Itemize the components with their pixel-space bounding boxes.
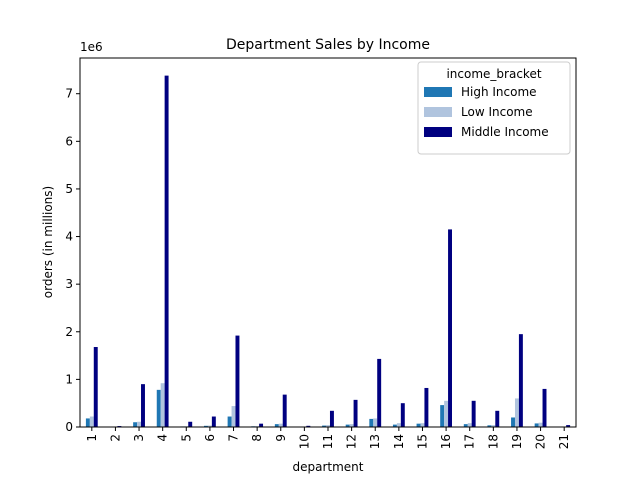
legend-label: Low Income <box>461 105 533 119</box>
y-axis-label: orders (in millions) <box>41 186 55 298</box>
x-tick-label: 3 <box>132 434 146 442</box>
y-tick-label: 6 <box>65 134 73 148</box>
bar-dept-10-middle-income <box>306 425 311 427</box>
bar-dept-6-high-income <box>204 425 208 427</box>
bar-dept-17-middle-income <box>471 400 476 427</box>
bar-dept-17-high-income <box>463 424 468 427</box>
bar-dept-7-high-income <box>227 416 232 427</box>
x-tick-label: 15 <box>415 434 429 449</box>
bar-dept-12-middle-income <box>353 399 358 427</box>
bars-group <box>85 75 571 428</box>
legend-title: income_bracket <box>446 67 541 81</box>
bar-dept-15-low-income <box>420 423 425 427</box>
bar-dept-7-middle-income <box>235 335 240 427</box>
bar-dept-11-low-income <box>326 425 330 427</box>
y-tick-label: 1 <box>65 372 73 386</box>
legend-swatch <box>424 87 452 97</box>
legend-swatch <box>424 107 452 117</box>
x-tick-label: 19 <box>510 434 524 449</box>
x-tick-label: 14 <box>392 434 406 449</box>
bar-dept-9-high-income <box>274 424 279 427</box>
bar-dept-16-low-income <box>444 400 449 427</box>
bar-dept-11-middle-income <box>329 410 334 427</box>
legend-label: Middle Income <box>461 125 549 139</box>
bar-dept-20-low-income <box>538 422 543 427</box>
x-tick-label: 4 <box>156 434 170 442</box>
x-tick-label: 10 <box>297 434 311 449</box>
x-tick-label: 18 <box>486 434 500 449</box>
bar-dept-16-middle-income <box>448 229 452 427</box>
y-tick-label: 5 <box>65 182 73 196</box>
bar-dept-14-middle-income <box>400 403 405 427</box>
x-ticks-group: 1 2 3 4 5 6 7 8 9 10 11 12 13 14 15 16 17 18 19 20 21 <box>85 427 571 449</box>
bar-dept-14-high-income <box>392 424 397 427</box>
legend-label: High Income <box>461 85 537 99</box>
bar-dept-16-high-income <box>440 405 445 427</box>
bar-dept-4-low-income <box>160 383 165 427</box>
bar-dept-1-middle-income <box>93 347 98 427</box>
x-tick-label: 20 <box>534 434 548 449</box>
bar-dept-1-low-income <box>89 416 94 427</box>
y-axis-offset-label: 1e6 <box>80 40 103 54</box>
y-ticks-group: 0 1 2 3 4 5 6 7 <box>65 87 80 434</box>
bar-dept-17-low-income <box>467 423 472 427</box>
y-tick-label: 7 <box>65 87 73 101</box>
bar-dept-12-high-income <box>345 424 350 427</box>
bar-dept-8-middle-income <box>259 423 264 427</box>
x-tick-label: 5 <box>179 434 193 442</box>
chart-title: Department Sales by Income <box>226 37 430 53</box>
bar-dept-11-high-income <box>322 425 327 427</box>
bar-dept-18-low-income <box>491 425 496 427</box>
bar-dept-5-middle-income <box>188 421 193 427</box>
bar-dept-15-high-income <box>416 423 421 427</box>
plot-frame <box>79 57 577 428</box>
bar-dept-7-low-income <box>231 406 236 427</box>
x-tick-label: 13 <box>368 434 382 449</box>
bar-dept-6-low-income <box>207 425 212 427</box>
x-tick-label: 2 <box>108 434 122 442</box>
x-tick-label: 6 <box>203 434 217 442</box>
x-tick-label: 1 <box>85 434 99 442</box>
bar-dept-14-low-income <box>396 423 401 427</box>
x-tick-label: 7 <box>227 434 241 442</box>
legend: income_bracket High Income Low Income Midd… <box>417 61 571 155</box>
bar-dept-6-middle-income <box>211 416 216 427</box>
bar-dept-20-middle-income <box>542 388 547 427</box>
bar-dept-21-middle-income <box>566 425 571 427</box>
bar-dept-9-low-income <box>278 423 283 427</box>
y-tick-label: 3 <box>65 277 73 291</box>
y-tick-label: 2 <box>65 325 73 339</box>
bar-dept-20-high-income <box>534 423 539 427</box>
bar-dept-18-middle-income <box>495 410 500 427</box>
bar-dept-12-low-income <box>349 424 354 427</box>
bar-dept-15-middle-income <box>424 387 429 427</box>
bar-dept-18-high-income <box>487 425 492 427</box>
x-tick-label: 12 <box>345 434 359 449</box>
bar-dept-13-middle-income <box>377 358 382 427</box>
legend-box <box>417 61 571 155</box>
bar-dept-9-middle-income <box>282 394 287 427</box>
y-tick-label: 4 <box>65 230 73 244</box>
x-tick-label: 11 <box>321 434 335 449</box>
bar-dept-13-high-income <box>369 418 374 427</box>
bar-dept-3-high-income <box>133 422 138 427</box>
bar-dept-4-high-income <box>156 389 161 427</box>
bar-dept-19-middle-income <box>518 334 523 427</box>
legend-swatch <box>424 127 452 137</box>
y-tick-label: 0 <box>65 420 73 434</box>
bar-dept-19-low-income <box>514 398 519 427</box>
x-tick-label: 17 <box>463 434 477 449</box>
bar-dept-1-high-income <box>85 418 90 427</box>
bar-dept-4-middle-income <box>164 75 169 428</box>
x-axis-label: department <box>293 460 364 474</box>
x-tick-label: 9 <box>274 434 288 442</box>
x-tick-label: 21 <box>557 434 571 449</box>
bar-dept-3-low-income <box>137 421 142 427</box>
x-tick-label: 16 <box>439 434 453 449</box>
x-tick-label: 8 <box>250 434 264 442</box>
bar-dept-3-middle-income <box>141 384 145 427</box>
bar-dept-13-low-income <box>373 418 378 427</box>
bar-dept-19-high-income <box>511 417 515 427</box>
